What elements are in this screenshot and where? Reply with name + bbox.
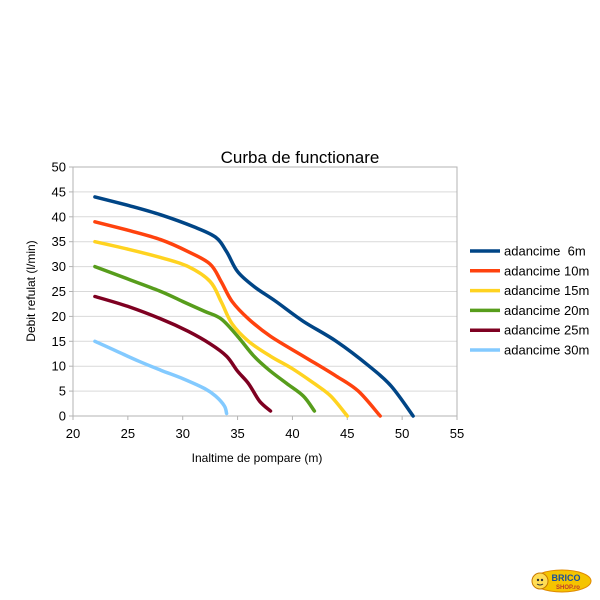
x-tick-label: 20 (66, 426, 80, 441)
series-line-5 (93, 294, 273, 413)
legend-label: adancime 10m (504, 263, 589, 278)
y-tick-label: 10 (52, 359, 66, 374)
series-line-2 (93, 220, 382, 418)
y-tick-label: 15 (52, 334, 66, 349)
series-line-1 (93, 195, 415, 418)
series-lines (93, 195, 415, 418)
tick-labels: 0 5 10 15 20 25 30 35 40 45 50 20 25 30 35 40 45 50 55 (52, 160, 465, 442)
x-tick-label: 40 (285, 426, 299, 441)
series-line-4 (93, 264, 317, 413)
logo-line2: SHOP.ro (556, 585, 580, 591)
y-tick-label: 40 (52, 209, 66, 224)
logo-line1: BRICO (552, 573, 581, 583)
x-tick-label: 50 (395, 426, 409, 441)
x-tick-label: 55 (450, 426, 464, 441)
x-tick-label: 25 (121, 426, 135, 441)
y-tick-label: 5 (59, 384, 66, 399)
y-tick-label: 0 (59, 409, 66, 424)
y-tick-label: 30 (52, 259, 66, 274)
plot-frame (72, 166, 458, 417)
x-tick-label: 35 (230, 426, 244, 441)
y-tick-label: 45 (52, 184, 66, 199)
x-axis-title: Inaltime de pompare (m) (192, 451, 323, 465)
x-tick-label: 45 (340, 426, 354, 441)
legend-label: adancime 20m (504, 303, 589, 318)
legend-label: adancime 6m (504, 244, 586, 259)
y-tick-label: 20 (52, 309, 66, 324)
axes (69, 166, 458, 420)
y-axis-title: Debit refulat (l/min) (24, 240, 38, 341)
legend-label: adancime 30m (504, 343, 589, 358)
series-line-3 (93, 239, 350, 418)
brico-shop-logo: BRICO SHOP.ro (531, 569, 592, 593)
legend-label: adancime 25m (504, 323, 589, 338)
series-line-6 (93, 339, 229, 416)
chart-title: Curba de functionare (221, 148, 380, 167)
y-tick-label: 50 (52, 160, 66, 175)
y-tick-label: 35 (52, 234, 66, 249)
legend: adancime 6m adancime 10m adancime 15m adanc… (470, 244, 589, 358)
x-tick-label: 30 (175, 426, 189, 441)
legend-label: adancime 15m (504, 283, 589, 298)
y-tick-label: 25 (52, 284, 66, 299)
